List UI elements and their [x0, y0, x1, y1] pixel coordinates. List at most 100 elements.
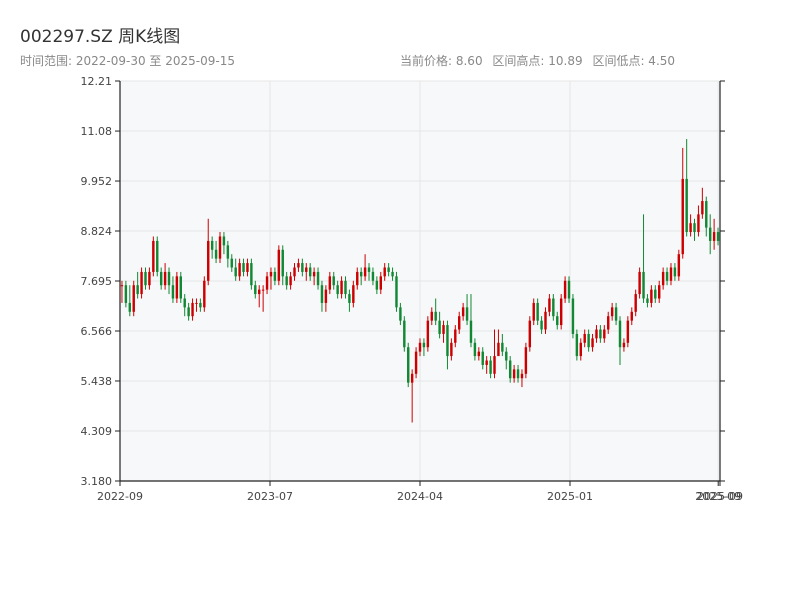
candle	[665, 267, 669, 286]
candle	[210, 236, 214, 259]
candle	[367, 263, 371, 281]
x-tick-label: 2024-04	[397, 490, 443, 503]
candle-body	[297, 263, 300, 268]
candle	[336, 280, 339, 299]
candle-body	[473, 342, 477, 357]
candle-body	[485, 360, 488, 365]
candle-body	[505, 351, 508, 361]
price-stats: 当前价格: 8.60 区间高点: 10.89 区间低点: 4.50	[400, 52, 681, 69]
candle-body	[705, 201, 708, 228]
candle-body	[222, 236, 226, 246]
candle-body	[516, 369, 520, 379]
candle-body	[418, 342, 422, 352]
candle-body	[458, 316, 461, 330]
y-tick-label: 9.952	[81, 175, 113, 188]
candle	[712, 218, 716, 250]
candle	[403, 316, 406, 352]
candle-body	[195, 302, 198, 304]
candle	[563, 276, 567, 303]
candle	[544, 307, 547, 334]
candle-body	[320, 285, 324, 303]
candle-body	[591, 338, 594, 348]
candle-body	[163, 271, 167, 286]
candle-body	[689, 223, 692, 233]
candle-body	[465, 307, 469, 321]
candle-body	[226, 245, 230, 259]
x-tick-label: 2023-07	[247, 490, 293, 503]
candle-body	[238, 263, 241, 277]
candle	[297, 258, 300, 272]
candle	[207, 218, 210, 286]
candle	[234, 258, 237, 281]
candle	[132, 280, 135, 317]
candle	[650, 285, 653, 308]
candle-body	[148, 271, 151, 286]
candle	[136, 271, 139, 299]
candle	[128, 285, 132, 317]
candle	[332, 271, 335, 290]
candle	[520, 369, 524, 388]
candle	[654, 285, 657, 303]
candle	[356, 267, 359, 290]
candle	[493, 329, 496, 379]
candle-body	[156, 240, 159, 272]
candle-body	[171, 285, 175, 299]
candle-body	[308, 267, 312, 277]
candle-body	[120, 285, 124, 287]
candle-body	[356, 271, 359, 286]
candle	[159, 267, 163, 290]
candle-body	[407, 347, 410, 383]
candle	[328, 271, 332, 295]
candle	[524, 342, 528, 379]
candle-body	[285, 276, 288, 286]
candle	[379, 271, 382, 295]
candle-body	[697, 214, 700, 233]
candle-body	[430, 311, 433, 321]
candle	[430, 307, 433, 326]
y-tick-label: 12.21	[81, 75, 113, 88]
range-high: 区间高点: 10.89	[492, 54, 583, 68]
candle	[618, 316, 622, 365]
candle-body	[434, 311, 437, 321]
candle-body	[524, 347, 528, 374]
candle-body	[501, 342, 504, 352]
candle	[689, 214, 692, 237]
candle-body	[607, 316, 610, 330]
candle	[344, 276, 347, 299]
candle-body	[132, 285, 135, 312]
candle-body	[340, 280, 343, 295]
candle-body	[359, 271, 363, 277]
candle	[622, 338, 626, 352]
candle-body	[175, 276, 179, 299]
candle-body	[395, 276, 398, 308]
candle	[591, 333, 594, 352]
candle	[634, 289, 637, 317]
candle-body	[179, 276, 182, 299]
date-range-label: 时间范围: 2022-09-30 至 2025-09-15	[20, 54, 235, 68]
candle-body	[140, 271, 143, 295]
candle-body	[614, 307, 618, 321]
candle-body	[540, 320, 543, 330]
y-tick-label: 8.824	[81, 225, 113, 238]
candle	[477, 347, 481, 361]
candle-body	[595, 329, 598, 339]
candle	[693, 218, 696, 241]
candle-body	[708, 227, 712, 241]
candle-body	[422, 342, 426, 348]
candle-body	[234, 267, 237, 277]
candle	[458, 311, 461, 334]
candle-body	[556, 316, 559, 326]
candle	[599, 325, 602, 343]
candle	[250, 258, 253, 290]
candle-body	[638, 271, 641, 295]
candle-body	[128, 302, 132, 312]
candle-body	[442, 325, 445, 334]
candle-body	[410, 373, 414, 383]
candle	[603, 325, 606, 343]
candle	[701, 187, 704, 219]
candle-body	[603, 329, 606, 339]
candle-body	[563, 280, 567, 299]
candle	[508, 356, 512, 383]
candle-body	[254, 285, 257, 295]
candle-body	[610, 307, 614, 317]
